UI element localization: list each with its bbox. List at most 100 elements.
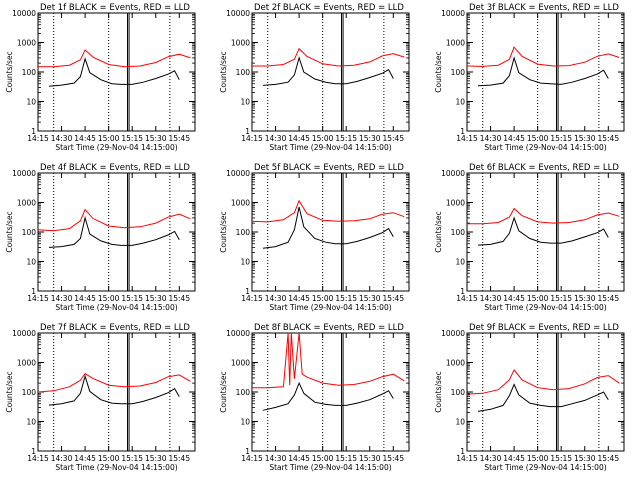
x-tick-label: 15:30 <box>359 134 381 143</box>
x-axis-label: Start Time (29-Nov-04 14:15:00) <box>269 303 391 312</box>
y-tick-label: 10000 <box>441 169 465 178</box>
x-tick-label: 15:15 <box>550 134 572 143</box>
x-axis-label: Start Time (29-Nov-04 14:15:00) <box>55 143 177 152</box>
panel-title: Det 4f BLACK = Events, RED = LLD <box>40 163 190 173</box>
x-tick-label: 15:15 <box>550 294 572 303</box>
x-axis-label: Start Time (29-Nov-04 14:15:00) <box>484 463 606 472</box>
y-tick-label: 10 <box>240 258 250 267</box>
y-tick-label: 10000 <box>12 329 36 338</box>
y-axis-label: Counts/sec <box>219 211 228 252</box>
panel-title: Det 8f BLACK = Events, RED = LLD <box>254 323 404 333</box>
x-tick-label: 14:30 <box>51 294 73 303</box>
lld-series-line <box>466 46 620 67</box>
y-tick-label: 1 <box>31 287 36 296</box>
x-tick-label: 14:30 <box>51 134 73 143</box>
panel-2: Det 2f BLACK = Events, RED = LLD 1 10 100 10… <box>219 3 410 152</box>
events-series-line <box>262 206 394 249</box>
y-tick-label: 1000 <box>17 39 36 48</box>
y-tick-label: 10000 <box>226 169 250 178</box>
x-tick-label: 15:15 <box>335 134 357 143</box>
y-tick-label: 1 <box>31 447 36 456</box>
x-tick-label: 15:00 <box>312 294 334 303</box>
x-tick-label: 14:30 <box>265 294 287 303</box>
x-tick-label: 14:30 <box>480 134 502 143</box>
x-tick-label: 15:00 <box>98 454 120 463</box>
x-tick-label: 14:15 <box>27 454 49 463</box>
y-tick-label: 10 <box>455 418 465 427</box>
x-tick-label: 14:30 <box>265 134 287 143</box>
x-tick-label: 15:15 <box>550 454 572 463</box>
x-tick-label: 14:15 <box>456 134 478 143</box>
y-tick-label: 10000 <box>226 329 250 338</box>
x-axis-label: Start Time (29-Nov-04 14:15:00) <box>269 463 391 472</box>
x-tick-label: 15:00 <box>312 454 334 463</box>
y-axis-label: Counts/sec <box>434 51 443 92</box>
panel-title: Det 3f BLACK = Events, RED = LLD <box>469 3 619 13</box>
plot-frame <box>37 332 196 452</box>
y-tick-label: 1000 <box>446 359 465 368</box>
events-series-line <box>48 57 180 87</box>
x-axis-label: Start Time (29-Nov-04 14:15:00) <box>484 303 606 312</box>
y-axis-label: Counts/sec <box>434 211 443 252</box>
y-tick-label: 10 <box>455 258 465 267</box>
y-tick-label: 100 <box>451 388 466 397</box>
x-tick-label: 15:45 <box>597 134 619 143</box>
x-tick-label: 14:45 <box>288 454 310 463</box>
y-axis-label: Counts/sec <box>5 51 14 92</box>
y-tick-label: 1 <box>245 127 250 136</box>
y-tick-label: 1 <box>245 287 250 296</box>
x-tick-label: 15:00 <box>312 134 334 143</box>
x-tick-label: 14:45 <box>74 294 96 303</box>
y-axis-label: Counts/sec <box>219 371 228 412</box>
x-tick-label: 15:00 <box>527 454 549 463</box>
y-tick-label: 100 <box>236 68 251 77</box>
y-tick-label: 10000 <box>441 329 465 338</box>
y-tick-label: 1 <box>460 447 465 456</box>
y-tick-label: 1000 <box>446 39 465 48</box>
x-tick-label: 14:30 <box>51 454 73 463</box>
y-axis-label: Counts/sec <box>5 371 14 412</box>
panel-title: Det 1f BLACK = Events, RED = LLD <box>40 3 190 13</box>
y-tick-label: 1 <box>31 127 36 136</box>
y-tick-label: 10000 <box>12 169 36 178</box>
y-tick-label: 10 <box>455 98 465 107</box>
events-series-line <box>262 56 394 86</box>
x-tick-label: 15:45 <box>168 134 190 143</box>
y-tick-label: 100 <box>22 68 37 77</box>
x-axis-label: Start Time (29-Nov-04 14:15:00) <box>55 463 177 472</box>
x-tick-label: 14:30 <box>480 454 502 463</box>
x-tick-label: 15:15 <box>335 454 357 463</box>
y-tick-label: 100 <box>451 68 466 77</box>
y-tick-label: 10 <box>240 98 250 107</box>
lld-series-line <box>467 207 620 225</box>
y-axis-label: Counts/sec <box>5 211 14 252</box>
x-axis-label: Start Time (29-Nov-04 14:15:00) <box>269 143 391 152</box>
x-axis-label: Start Time (29-Nov-04 14:15:00) <box>55 303 177 312</box>
y-tick-label: 10 <box>26 258 36 267</box>
plot-frame <box>37 172 196 292</box>
y-tick-label: 10000 <box>12 9 36 18</box>
x-tick-label: 14:15 <box>456 454 478 463</box>
x-tick-label: 14:45 <box>503 134 525 143</box>
panel-title: Det 2f BLACK = Events, RED = LLD <box>254 3 404 13</box>
panel-3: Det 3f BLACK = Events, RED = LLD 1 10 100 10… <box>434 3 625 152</box>
x-tick-label: 14:45 <box>288 294 310 303</box>
lld-series-line <box>466 368 620 395</box>
y-tick-label: 1 <box>460 127 465 136</box>
x-tick-label: 15:45 <box>597 454 619 463</box>
x-tick-label: 15:45 <box>597 294 619 303</box>
panel-4: Det 4f BLACK = Events, RED = LLD 1 10 100 10… <box>5 163 196 312</box>
x-tick-label: 15:15 <box>121 134 143 143</box>
y-tick-label: 10 <box>26 98 36 107</box>
x-tick-label: 14:30 <box>265 454 287 463</box>
events-series-line <box>48 374 180 406</box>
y-tick-label: 1 <box>460 287 465 296</box>
panel-title: Det 5f BLACK = Events, RED = LLD <box>254 163 404 173</box>
x-tick-label: 15:30 <box>145 294 167 303</box>
events-series-line <box>262 381 394 411</box>
lld-series-line <box>252 332 405 389</box>
y-tick-label: 1000 <box>231 39 250 48</box>
x-tick-label: 15:45 <box>382 454 404 463</box>
x-tick-label: 15:00 <box>527 294 549 303</box>
